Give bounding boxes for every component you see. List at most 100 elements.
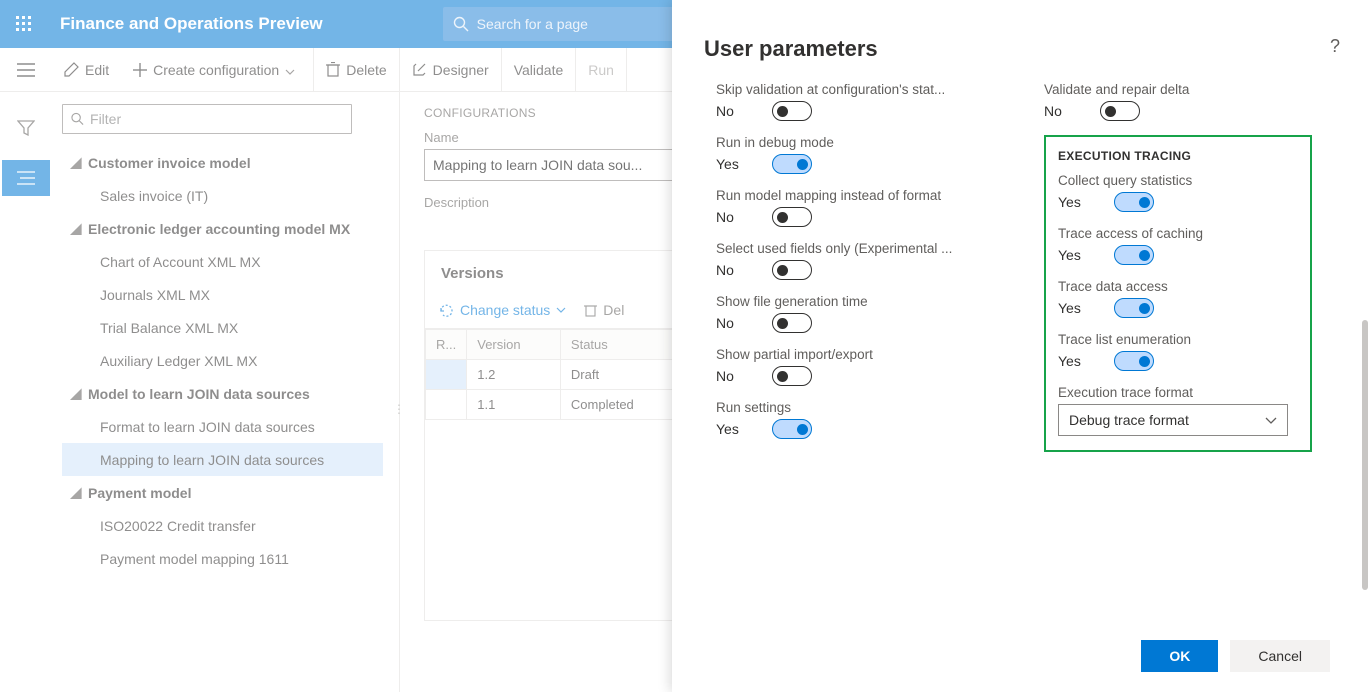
param-label: Show partial import/export	[716, 347, 976, 362]
table-row[interactable]: 1.1 Completed	[426, 390, 683, 420]
cmd-label: Run	[588, 62, 614, 78]
trace-format-dropdown[interactable]: Debug trace format	[1058, 404, 1288, 436]
params-left-column: Skip validation at configuration's stat.…	[716, 82, 1020, 622]
toggle[interactable]	[1114, 192, 1154, 212]
cell: 1.1	[467, 390, 561, 420]
cmd-label: Delete	[346, 62, 386, 78]
toggle[interactable]	[772, 101, 812, 121]
tree-node-selected[interactable]: Mapping to learn JOIN data sources	[62, 443, 383, 476]
param-collect-query-stats: Collect query statistics Yes	[1058, 173, 1298, 212]
table-row[interactable]: 1.2 Draft	[426, 360, 683, 390]
toggle[interactable]	[1100, 101, 1140, 121]
resize-grip-icon[interactable]: ⋮	[393, 402, 403, 416]
col-header[interactable]: Status	[560, 330, 682, 360]
toggle[interactable]	[772, 207, 812, 227]
tree-label: Auxiliary Ledger XML MX	[100, 353, 257, 369]
tree-node[interactable]: Format to learn JOIN data sources	[62, 410, 383, 443]
list-rail-button[interactable]	[2, 160, 50, 196]
tree-label: Model to learn JOIN data sources	[88, 386, 310, 402]
toggle[interactable]	[772, 419, 812, 439]
param-label: Run in debug mode	[716, 135, 976, 150]
toggle[interactable]	[1114, 351, 1154, 371]
cell: Completed	[560, 390, 682, 420]
param-value: Yes	[1058, 194, 1094, 210]
link-label: Del	[603, 302, 624, 318]
tree-node[interactable]: Payment model mapping 1611	[62, 542, 383, 575]
cmd-label: Edit	[85, 62, 109, 78]
create-configuration-button[interactable]: Create configuration	[121, 48, 314, 92]
app-title: Finance and Operations Preview	[60, 14, 323, 34]
chevron-icon: ◢	[64, 385, 88, 402]
param-value: Yes	[716, 156, 752, 172]
chevron-down-icon	[285, 62, 301, 78]
cancel-button[interactable]: Cancel	[1230, 640, 1330, 672]
toggle[interactable]	[772, 154, 812, 174]
edit-button[interactable]: Edit	[52, 48, 121, 92]
toggle[interactable]	[1114, 245, 1154, 265]
filter-rail-button[interactable]	[2, 110, 50, 146]
ok-button[interactable]: OK	[1141, 640, 1218, 672]
name-input[interactable]	[424, 149, 684, 181]
toggle[interactable]	[772, 260, 812, 280]
param-debug-mode: Run in debug mode Yes	[716, 135, 1020, 174]
nav-toggle-button[interactable]	[0, 48, 52, 92]
param-file-gen-time: Show file generation time No	[716, 294, 1020, 333]
tree-label: Sales invoice (IT)	[100, 188, 208, 204]
col-header[interactable]: R...	[426, 330, 467, 360]
param-value: No	[716, 103, 752, 119]
param-label: Skip validation at configuration's stat.…	[716, 82, 976, 97]
tree-node[interactable]: Journals XML MX	[62, 278, 383, 311]
versions-card: Versions Change status Del R... Version	[424, 250, 684, 621]
table-header-row: R... Version Status	[426, 330, 683, 360]
param-label: Trace access of caching	[1058, 226, 1298, 241]
versions-title: Versions	[425, 251, 683, 296]
tree-node[interactable]: Chart of Account XML MX	[62, 245, 383, 278]
cmd-label: Validate	[514, 62, 564, 78]
tree-node[interactable]: Auxiliary Ledger XML MX	[62, 344, 383, 377]
scrollbar-thumb[interactable]	[1362, 320, 1368, 590]
tree-node[interactable]: ◢Customer invoice model	[62, 146, 383, 179]
param-trace-format: Execution trace format Debug trace forma…	[1058, 385, 1298, 436]
param-label: Show file generation time	[716, 294, 976, 309]
designer-button[interactable]: Designer	[400, 48, 502, 92]
toggle[interactable]	[1114, 298, 1154, 318]
chevron-icon: ◢	[64, 154, 88, 171]
param-partial-import: Show partial import/export No	[716, 347, 1020, 386]
tree-node[interactable]: Sales invoice (IT)	[62, 179, 383, 212]
param-used-fields: Select used fields only (Experimental ..…	[716, 241, 1020, 280]
tree-filter-input[interactable]	[90, 111, 343, 127]
param-validate-delta: Validate and repair delta No	[1044, 82, 1348, 121]
change-status-button[interactable]: Change status	[439, 302, 566, 318]
col-header[interactable]: Version	[467, 330, 561, 360]
tree-node[interactable]: ◢Payment model	[62, 476, 383, 509]
app-launcher-button[interactable]	[0, 0, 48, 48]
delete-button[interactable]: Delete	[314, 48, 399, 92]
versions-grid: R... Version Status 1.2 Draft 1.1 Comple…	[425, 328, 683, 620]
tree-node[interactable]: ◢Electronic ledger accounting model MX	[62, 212, 383, 245]
param-trace-data-access: Trace data access Yes	[1058, 279, 1298, 318]
validate-button[interactable]: Validate	[502, 48, 577, 92]
tree-label: ISO20022 Credit transfer	[100, 518, 256, 534]
cell: Draft	[560, 360, 682, 390]
param-label: Trace data access	[1058, 279, 1298, 294]
section-title: EXECUTION TRACING	[1058, 149, 1298, 163]
versions-toolbar: Change status Del	[425, 296, 683, 328]
tree-panel: ◢Customer invoice model Sales invoice (I…	[52, 92, 400, 692]
param-run-settings: Run settings Yes	[716, 400, 1020, 439]
param-label: Run settings	[716, 400, 976, 415]
tree-node[interactable]: ◢Model to learn JOIN data sources	[62, 377, 383, 410]
tree-node[interactable]: ISO20022 Credit transfer	[62, 509, 383, 542]
toggle[interactable]	[772, 313, 812, 333]
help-icon[interactable]: ?	[1330, 36, 1340, 62]
dropdown-value: Debug trace format	[1069, 412, 1189, 428]
toggle[interactable]	[772, 366, 812, 386]
tree-filter[interactable]	[62, 104, 352, 134]
tree-node[interactable]: Trial Balance XML MX	[62, 311, 383, 344]
param-trace-list-enum: Trace list enumeration Yes	[1058, 332, 1298, 371]
delete-version-button[interactable]: Del	[584, 302, 624, 318]
chevron-down-icon	[1265, 417, 1277, 424]
tree-label: Payment model	[88, 485, 191, 501]
cell: 1.2	[467, 360, 561, 390]
param-value: Yes	[1058, 353, 1094, 369]
param-label: Trace list enumeration	[1058, 332, 1298, 347]
